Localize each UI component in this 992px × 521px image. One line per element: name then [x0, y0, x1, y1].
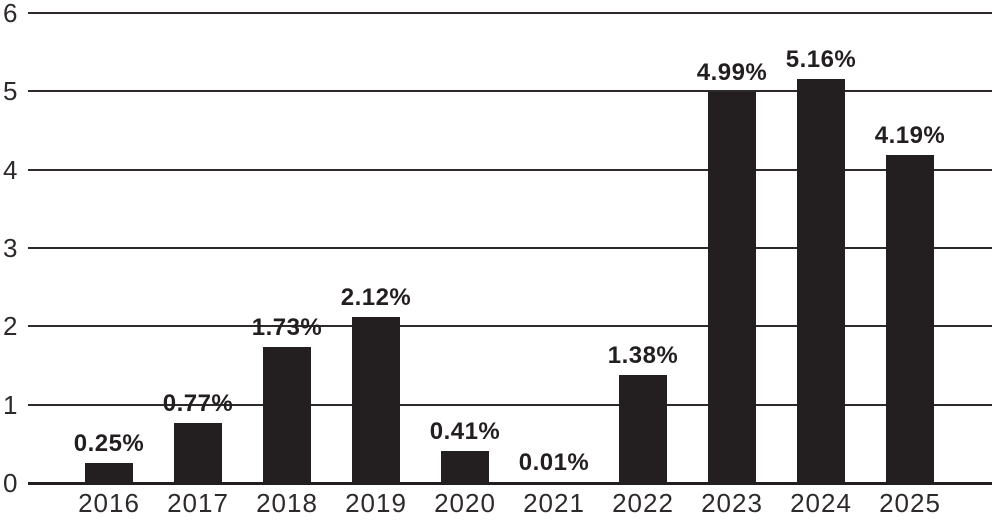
bar-value-label: 5.16%: [785, 45, 857, 73]
x-axis-tick-label: 2025: [879, 488, 941, 518]
x-axis-tick-label: 2023: [701, 488, 763, 518]
y-axis-tick-label: 6: [3, 0, 18, 28]
y-axis-tick-label: 0: [3, 468, 18, 498]
bar-2024: [797, 78, 845, 483]
bar-2016: [85, 463, 133, 483]
gridline: [28, 403, 992, 406]
bar-value-label: 0.01%: [518, 449, 590, 477]
bar-2018: [263, 347, 311, 483]
x-axis-tick-label: 2022: [612, 488, 674, 518]
x-axis-tick-label: 2017: [167, 488, 229, 518]
x-axis-tick-label: 2024: [790, 488, 852, 518]
gridline: [28, 90, 992, 93]
y-axis-tick-label: 5: [3, 76, 18, 107]
bar-2019: [352, 316, 400, 483]
bar-2020: [441, 450, 489, 483]
gridline: [28, 325, 992, 328]
gridline: [28, 168, 992, 171]
bar-value-label: 4.99%: [696, 59, 768, 87]
x-axis-tick-label: 2019: [345, 488, 407, 518]
x-axis-tick-label: 2021: [523, 488, 585, 518]
bar-2017: [174, 422, 222, 483]
bar-value-label: 2.12%: [340, 283, 412, 311]
bar-2022: [619, 374, 667, 483]
x-axis-tick-label: 2020: [434, 488, 496, 518]
bar-2025: [886, 154, 934, 483]
bar-value-label: 1.73%: [251, 314, 323, 342]
x-axis-tick-label: 2016: [78, 488, 140, 518]
bar-value-label: 4.19%: [874, 121, 946, 149]
x-axis-line: [28, 481, 992, 485]
x-axis-tick-label: 2018: [256, 488, 318, 518]
y-axis-tick-label: 2: [3, 311, 18, 342]
y-axis-tick-label: 4: [3, 154, 18, 185]
y-axis-tick-label: 3: [3, 233, 18, 263]
gridline: [28, 247, 992, 249]
y-axis-tick-label: 1: [3, 389, 18, 420]
bar-value-label: 1.38%: [607, 341, 679, 369]
bar-value-label: 0.77%: [162, 389, 234, 417]
bar-2023: [708, 92, 756, 483]
bar-2021: [530, 482, 578, 483]
bar-value-label: 0.25%: [73, 430, 145, 458]
bar-value-label: 0.41%: [429, 417, 501, 445]
gridline: [28, 12, 992, 14]
